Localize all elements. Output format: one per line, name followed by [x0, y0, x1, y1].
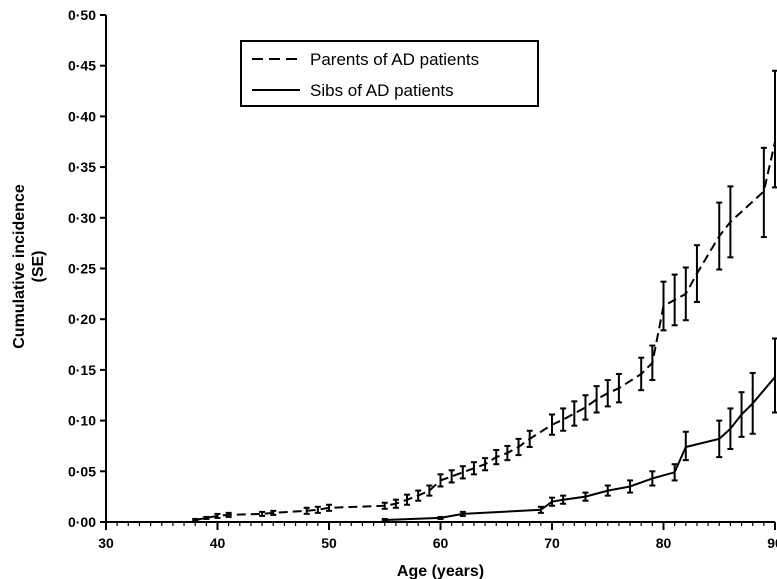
- y-tick-label: 0·15: [68, 362, 96, 378]
- x-tick-label: 40: [210, 535, 226, 551]
- y-axis-title-line: (SE): [30, 251, 47, 283]
- y-tick-label: 0·25: [68, 261, 96, 277]
- y-axis-title: Cumulative incidence (SE): [11, 184, 47, 349]
- series-sibs: [381, 337, 777, 522]
- x-tick-label: 70: [544, 535, 560, 551]
- y-tick-label: 0·50: [68, 7, 96, 23]
- series-parents: [192, 69, 777, 522]
- axes: 0·00 0·05 0·10 0·15 0·20 0·25 0·30 0·35 0·40 0·45…: [11, 7, 777, 579]
- x-axis-title: Age (years): [397, 563, 484, 579]
- y-tick-label: 0·40: [68, 108, 96, 124]
- y-tick-label: 0·10: [68, 413, 96, 429]
- y-tick-label: 0·30: [68, 210, 96, 226]
- x-tick-label: 80: [656, 535, 672, 551]
- x-tick-label: 30: [98, 535, 114, 551]
- y-axis-title-line: Cumulative incidence: [11, 184, 28, 349]
- y-tick-label: 0·00: [68, 514, 96, 530]
- legend-label-sibs: Sibs of AD patients: [310, 81, 454, 100]
- y-tick-label: 0·20: [68, 311, 96, 327]
- y-tick-label: 0·45: [68, 58, 96, 74]
- series-line: [195, 141, 776, 521]
- y-tick-label: 0·05: [68, 463, 96, 479]
- y-tick-label: 0·35: [68, 159, 96, 175]
- series-line: [384, 376, 776, 521]
- legend-label-parents: Parents of AD patients: [310, 50, 479, 69]
- x-tick-label: 90: [767, 535, 777, 551]
- legend: Parents of AD patients Sibs of AD patien…: [240, 40, 539, 107]
- legend-box: [240, 40, 539, 107]
- x-tick-label: 50: [321, 535, 337, 551]
- x-tick-label: 60: [433, 535, 449, 551]
- series-layer: [192, 69, 777, 522]
